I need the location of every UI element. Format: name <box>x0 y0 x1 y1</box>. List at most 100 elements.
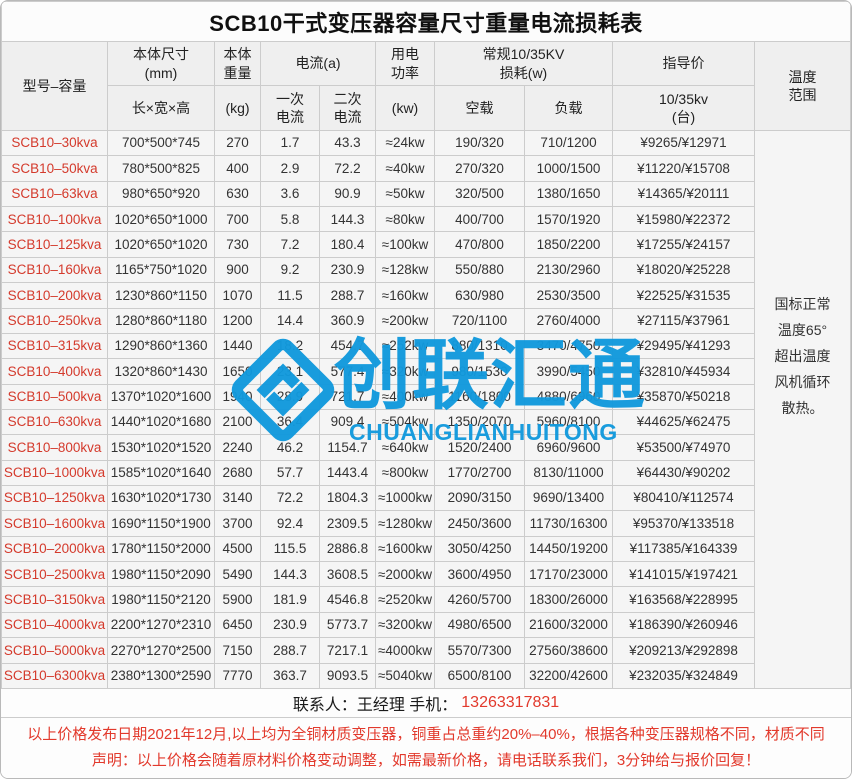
data-cell: 1370*1020*1600 <box>107 383 215 410</box>
model-cell: SCB10–160kva <box>1 256 108 284</box>
contact-label: 联系人：王经理 手机： <box>292 697 458 714</box>
data-cell: 3600/4950 <box>434 561 525 588</box>
data-cell: 400 <box>214 155 261 182</box>
data-cell: 320/500 <box>434 180 525 208</box>
data-cell: 2.9 <box>260 155 320 182</box>
data-cell: 2090/3150 <box>434 485 525 512</box>
table-row: SCB10–2000kva 1780*1150*2000 4500 115.5 2886… <box>1 535 851 563</box>
data-cell: ¥15980/¥22372 <box>612 206 755 233</box>
data-cell: ¥209213/¥292898 <box>612 637 755 664</box>
data-cell: ≈160kw <box>375 282 435 309</box>
col-subheader-current-secondary: 二次 电流 <box>319 85 376 131</box>
table-row: SCB10–1250kva 1630*1020*1730 3140 72.2 1804.… <box>1 485 851 512</box>
data-cell: 980*650*920 <box>107 180 215 208</box>
data-cell: ≈252kw <box>375 332 435 360</box>
data-cell: 4546.8 <box>319 586 376 613</box>
data-cell: 7150 <box>214 637 261 664</box>
data-cell: 2530/3500 <box>524 282 613 309</box>
data-cell: ≈1000kw <box>375 485 435 512</box>
data-cell: 550/880 <box>434 256 525 284</box>
data-cell: ¥53500/¥74970 <box>612 434 755 461</box>
data-cell: 14.4 <box>260 307 320 334</box>
model-cell: SCB10–3150kva <box>1 586 108 613</box>
data-cell: 721.7 <box>319 383 376 410</box>
data-cell: 2680 <box>214 459 261 487</box>
data-cell: 190/320 <box>434 129 525 157</box>
data-cell: 5960/8100 <box>524 408 613 436</box>
col-header-power: 用电 功率 <box>375 41 435 86</box>
data-cell: 900 <box>214 256 261 284</box>
data-cell: 5773.7 <box>319 611 376 639</box>
data-cell: ≈100kw <box>375 231 435 258</box>
data-cell: 1530*1020*1520 <box>107 434 215 461</box>
data-cell: 400/700 <box>434 206 525 233</box>
data-cell: 1780*1150*2000 <box>107 535 215 563</box>
data-cell: ≈200kw <box>375 307 435 334</box>
data-cell: 180.4 <box>319 231 376 258</box>
model-cell: SCB10–1000kva <box>1 459 108 487</box>
data-cell: 6450 <box>214 611 261 639</box>
col-subheader-power: (kw) <box>375 85 435 131</box>
data-cell: 230.9 <box>260 611 320 639</box>
data-cell: 270/320 <box>434 155 525 182</box>
data-cell: 630 <box>214 180 261 208</box>
data-cell: 3700 <box>214 510 261 537</box>
col-header-weight: 本体 重量 <box>214 41 261 86</box>
data-cell: ¥64430/¥90202 <box>612 459 755 487</box>
table-row: SCB10–125kva 1020*650*1020 730 7.2 180.4 ≈100… <box>1 231 851 258</box>
data-cell: 230.9 <box>319 256 376 284</box>
data-cell: 1.7 <box>260 129 320 157</box>
data-cell: 72.2 <box>319 155 376 182</box>
data-cell: 470/800 <box>434 231 525 258</box>
data-cell: 28.9 <box>260 383 320 410</box>
data-cell: 1630*1020*1730 <box>107 485 215 512</box>
data-cell: 1804.3 <box>319 485 376 512</box>
data-cell: 1650 <box>214 358 261 385</box>
model-cell: SCB10–125kva <box>1 231 108 258</box>
data-cell: 4880/6960 <box>524 383 613 410</box>
data-cell: ¥95370/¥133518 <box>612 510 755 537</box>
data-cell: 1020*650*1000 <box>107 206 215 233</box>
data-cell: 630/980 <box>434 282 525 309</box>
col-header-price: 指导价 <box>612 41 755 86</box>
table-row: SCB10–4000kva 2200*1270*2310 6450 230.9 5773… <box>1 611 851 639</box>
notice-line-2: 声明：以上价格会随着原材料价格变动调整，如需最新价格，请电话联系我们，3分钟给与… <box>91 752 761 769</box>
data-cell: ≈2520kw <box>375 586 435 613</box>
data-cell: 288.7 <box>319 282 376 309</box>
data-cell: ≈128kw <box>375 256 435 284</box>
data-cell: ¥18020/¥25228 <box>612 256 755 284</box>
model-cell: SCB10–250kva <box>1 307 108 334</box>
data-cell: 1200 <box>214 307 261 334</box>
model-cell: SCB10–500kva <box>1 383 108 410</box>
data-cell: 1290*860*1360 <box>107 332 215 360</box>
data-cell: 23.1 <box>260 358 320 385</box>
temperature-note-cell: 国标正常 温度65° 超出温度 风机循环 散热。 <box>754 130 851 689</box>
data-cell: 9.2 <box>260 256 320 284</box>
data-cell: 21600/32000 <box>524 611 613 639</box>
data-cell: 8130/11000 <box>524 459 613 487</box>
data-cell: 1980*1150*2120 <box>107 586 215 613</box>
data-cell: 1280*860*1180 <box>107 307 215 334</box>
table-row: SCB10–2500kva 1980*1150*2090 5490 144.3 3608… <box>1 561 851 588</box>
data-cell: 7770 <box>214 662 261 690</box>
data-cell: 18.2 <box>260 332 320 360</box>
data-cell: 1520/2400 <box>434 434 525 461</box>
data-cell: 1380/1650 <box>524 180 613 208</box>
notice-box: 以上价格发布日期2021年12月,以上均为全铜材质变压器，铜重占总重约20%–4… <box>1 718 851 778</box>
data-cell: ¥117385/¥164339 <box>612 535 755 563</box>
table-row: SCB10–800kva 1530*1020*1520 2240 46.2 1154.7… <box>1 434 851 461</box>
table-row: SCB10–500kva 1370*1020*1600 1940 28.9 721.7 ≈… <box>1 383 851 410</box>
data-cell: ¥186390/¥260946 <box>612 611 755 639</box>
data-cell: ≈3200kw <box>375 611 435 639</box>
data-cell: 46.2 <box>260 434 320 461</box>
data-cell: ≈5040kw <box>375 662 435 690</box>
col-subheader-price: 10/35kv (台) <box>612 85 755 131</box>
data-cell: ≈4000kw <box>375 637 435 664</box>
data-cell: 4500 <box>214 535 261 563</box>
data-cell: 7217.1 <box>319 637 376 664</box>
data-cell: ≈1280kw <box>375 510 435 537</box>
data-cell: ¥32810/¥45934 <box>612 358 755 385</box>
data-cell: 72.2 <box>260 485 320 512</box>
table-row: SCB10–30kva 700*500*745 270 1.7 43.3 ≈24kw 190… <box>1 129 851 689</box>
data-cell: 2886.8 <box>319 535 376 563</box>
